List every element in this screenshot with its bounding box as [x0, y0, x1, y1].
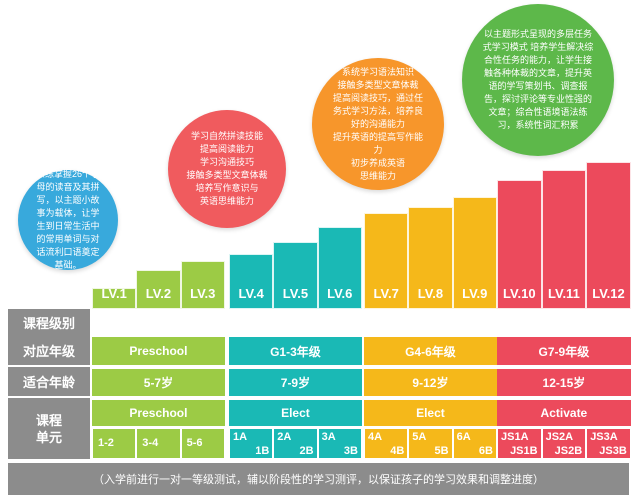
course-cell: Elect: [364, 398, 497, 426]
unit-cell: 3-4: [136, 428, 181, 459]
unit-bottom-label: 3B: [343, 445, 358, 457]
unit-bottom-label: JS1B: [510, 445, 538, 457]
unit-cell: 5-6: [180, 428, 225, 459]
course-cell: Activate: [497, 398, 631, 426]
course-cell: Preschool: [92, 398, 225, 426]
info-bubble: 学习自然拼读技能 提高阅读能力 学习沟通技巧 接触多类型文章体裁 培养写作意识与…: [168, 110, 286, 228]
level-label: LV.1: [101, 286, 127, 301]
unit-bottom-label: JS3B: [599, 445, 627, 457]
row-label-unit-line: 单元: [35, 429, 62, 445]
age-cell: 9-12岁: [364, 367, 497, 396]
age-cell: 5-7岁: [92, 367, 225, 396]
unit-cell: 3A 3B: [317, 428, 362, 459]
level-label: LV.12: [592, 286, 625, 301]
level-label: LV.11: [547, 286, 580, 301]
level-bar: LV.3: [180, 261, 225, 309]
unit-label: 5-6: [186, 437, 203, 449]
age-cell: 12-15岁: [497, 367, 631, 396]
unit-top-label: 6A: [456, 431, 471, 443]
age-cell: 7-9岁: [229, 367, 362, 396]
unit-cell: JS3A JS3B: [586, 428, 631, 459]
unit-top-label: 1A: [233, 431, 248, 443]
unit-bottom-label: 2B: [299, 445, 314, 457]
level-label: LV.10: [503, 286, 536, 301]
level-label: LV.3: [190, 286, 216, 301]
unit-cell: 5A 5B: [408, 428, 453, 459]
unit-top-label: 4A: [368, 431, 383, 443]
info-bubble: 以主题形式呈现的多层任务式学习模式 培养学生解决综合性任务的能力，让学生接触各种…: [462, 4, 614, 156]
grade-cell: G1-3年级: [229, 335, 362, 365]
unit-label: 3-4: [142, 437, 159, 449]
unit-bottom-label: 1B: [255, 445, 270, 457]
row-label-course-line: 课程: [35, 412, 62, 428]
level-label: LV.7: [373, 286, 399, 301]
unit-cell: 6A 6B: [452, 428, 497, 459]
unit-cell: JS1A JS1B: [497, 428, 542, 459]
unit-cell: 1A 1B: [229, 428, 274, 459]
row-label-age: 适合年龄: [8, 367, 90, 396]
course-cell: Elect: [229, 398, 362, 426]
unit-bottom-label: 5B: [434, 445, 449, 457]
unit-cell: 1-2: [92, 428, 137, 459]
level-label: LV.8: [417, 286, 444, 301]
level-label: LV.9: [462, 286, 488, 301]
unit-bottom-label: 4B: [390, 445, 405, 457]
unit-cell: 4A 4B: [364, 428, 409, 459]
unit-bottom-label: JS2B: [554, 445, 583, 457]
level-bar: LV.2: [136, 270, 181, 309]
footer-note: （入学前进行一对一等级测试，辅以阶段性的学习测评，以保证孩子的学习效果和调整进度…: [8, 463, 629, 495]
level-bar: LV.10: [497, 180, 542, 309]
level-label: LV.6: [327, 286, 353, 301]
unit-cell: 2A 2B: [273, 428, 318, 459]
unit-top-label: 5A: [412, 431, 427, 443]
level-bar: LV.11: [541, 170, 587, 309]
row-label-course-level: 课程级别: [8, 309, 90, 335]
level-bar: LV.7: [364, 213, 409, 309]
level-label: LV.5: [282, 286, 309, 301]
level-bar: LV.5: [273, 242, 318, 309]
unit-bottom-label: 6B: [478, 445, 493, 457]
level-bar: LV.12: [586, 162, 631, 309]
level-bar: LV.9: [452, 197, 497, 309]
unit-top-label: JS2A: [545, 431, 574, 443]
level-bar: LV.8: [408, 207, 453, 309]
grade-cell: G4-6年级: [364, 335, 497, 365]
unit-top-label: JS1A: [501, 431, 529, 443]
unit-top-label: 2A: [277, 431, 292, 443]
level-bar: LV.4: [229, 254, 274, 309]
info-bubble: 熟练掌握26个字母的读音及其拼写，以主题小故事为载体，让学生到日常生活中的常用单…: [18, 169, 118, 270]
level-bar: LV.1: [92, 286, 137, 309]
row-label-course-unit: 课程 单元: [8, 398, 90, 459]
row-label-grade: 对应年级: [8, 335, 90, 365]
grade-cell: Preschool: [92, 335, 225, 365]
level-bar: LV.6: [317, 227, 362, 309]
info-bubble: 系统学习语法知识 接触多类型文章体裁 提高阅读技巧，通过任务式学习方法，培养良好…: [312, 58, 444, 190]
unit-label: 1-2: [98, 437, 114, 449]
level-label: LV.2: [145, 286, 172, 301]
unit-top-label: JS3A: [590, 431, 618, 443]
unit-top-label: 3A: [321, 431, 336, 443]
unit-cell: JS2A JS2B: [541, 428, 587, 459]
level-label: LV.4: [238, 286, 264, 301]
grade-cell: G7-9年级: [497, 335, 631, 365]
